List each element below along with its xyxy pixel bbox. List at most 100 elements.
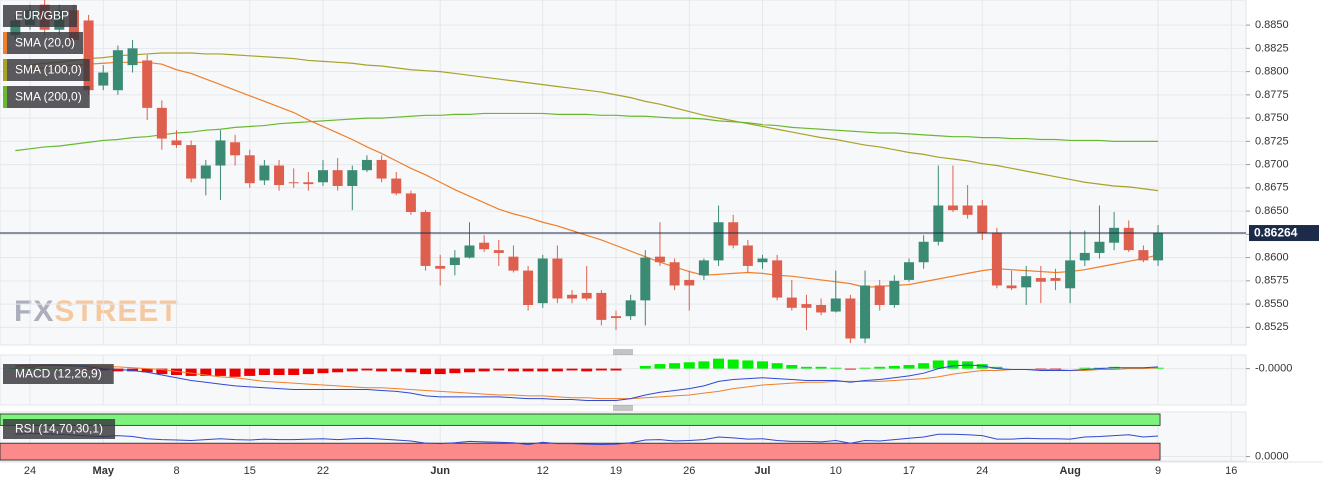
macd-histogram-bar [229,368,241,377]
macd-histogram-bar [493,368,505,371]
legend-box [3,32,84,54]
y-tick-label: 0.8725 [1255,135,1289,147]
candle-body [464,245,475,258]
macd-histogram-bar [346,368,358,372]
candle-body [816,305,827,313]
candle-body [1035,278,1046,282]
candle-body [1079,252,1090,261]
legend-swatch [3,86,7,108]
macd-histogram-bar [757,361,768,369]
macd-histogram-bar [449,368,461,374]
candle-body [332,170,343,186]
candle-body [845,298,856,339]
macd-histogram-bar [156,368,168,375]
macd-histogram-bar [639,365,651,369]
y-tick-label: 0.8575 [1255,275,1289,287]
y-tick-label: 0.8550 [1255,298,1289,310]
macd-histogram-bar [918,363,930,369]
macd-histogram-bar [566,368,578,371]
macd-histogram-bar [258,368,270,375]
macd-histogram-bar [200,368,212,376]
legend-label: SMA (200,0) [15,90,82,104]
candle-body [947,205,958,211]
candle-body [698,260,709,276]
legend-label: SMA (100,0) [15,63,82,77]
y-tick-label: -0.0000 [1255,363,1292,375]
x-tick-label: 15 [244,465,256,477]
candle-body [1006,285,1017,289]
legend-swatch [3,59,7,81]
macd-histogram-bar [771,363,783,369]
x-tick-label: 24 [24,465,36,477]
candle-body [391,178,402,194]
macd-histogram-bar [244,368,256,376]
candle-body [493,250,504,253]
y-tick-label: 0.8650 [1255,205,1289,217]
candle-body [288,182,299,184]
macd-histogram-bar [537,368,549,372]
candle-body [625,300,636,317]
y-tick-label: 0.8700 [1255,159,1289,171]
macd-histogram-bar [947,360,959,369]
candle-body [684,279,695,286]
candle-body [1153,233,1164,261]
macd-histogram-bar [405,368,417,373]
candle-body [640,257,651,301]
legend-label: EUR/GBP [15,9,69,23]
macd-histogram-bar [551,368,563,372]
candle-body [552,258,563,299]
sma-line [15,61,1159,288]
candle-body [405,193,416,213]
candle-body [742,245,753,266]
legend-box [3,5,78,27]
macd-histogram-bar [713,358,725,369]
candle-body [186,145,197,179]
x-tick-label: 16 [1225,465,1237,477]
candle-body [1094,241,1105,253]
y-tick-label: 0.8775 [1255,89,1289,101]
candle-body [83,20,94,91]
candle-body [361,159,372,171]
macd-histogram-bar [420,368,432,375]
candle-body [786,297,797,308]
candle-body [376,159,387,179]
x-tick-label: 10 [830,465,842,477]
candle-body [991,232,1002,286]
macd-histogram-bar [185,368,197,376]
macd-histogram-bar [830,367,842,369]
macd-histogram-bar [669,363,681,369]
candle-body [977,205,988,233]
macd-histogram-bar [464,368,475,373]
candle-body [215,140,226,166]
legend-box [3,86,90,108]
rsi-line [15,432,1159,446]
macd-histogram-bar [302,368,314,375]
candle-body [596,292,607,320]
macd-histogram-bar [390,368,402,372]
candle-body [244,155,255,184]
y-tick-label: 0.8675 [1255,182,1289,194]
candle-body [230,142,241,156]
candle-body [962,205,973,215]
indicator-label: MACD (12,26,9) [15,367,102,381]
macd-histogram-bar [317,368,329,374]
y-tick-label: 0.8850 [1255,19,1289,31]
last-price-box [1249,225,1319,242]
candle-body [713,222,724,261]
macd-histogram-bar [507,368,519,372]
macd-histogram-bar [288,368,300,375]
macd-histogram-bar [727,359,739,369]
candle-body [98,72,109,86]
candle-body [508,256,519,271]
macd-histogram-bar [683,362,695,369]
x-tick-label: Aug [1059,465,1080,477]
x-tick-label: 24 [976,465,988,477]
candle-body [1021,276,1032,288]
macd-histogram-bar [434,368,446,375]
macd-histogram-bar [786,365,798,369]
candle-body [318,170,328,183]
macd-histogram-bar [698,361,710,369]
x-tick-label: 22 [317,465,329,477]
x-tick-label: 17 [903,465,915,477]
